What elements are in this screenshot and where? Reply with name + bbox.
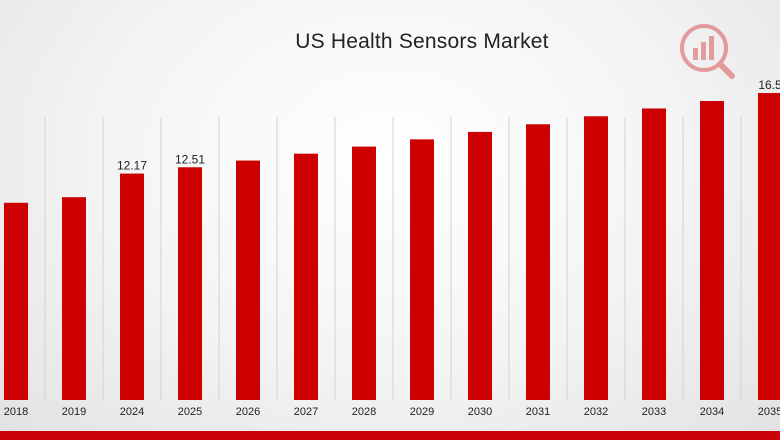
- chart-title: US Health Sensors Market: [295, 30, 549, 53]
- x-tick-label: 2035: [758, 406, 780, 418]
- bottom-band: [0, 431, 780, 440]
- grid-lines: [44, 117, 742, 400]
- x-tick-label: 2027: [294, 406, 318, 418]
- x-tick-label: 2029: [410, 406, 434, 418]
- data-label: 16.5: [758, 78, 780, 92]
- bars: [4, 93, 780, 401]
- bar-2032: [584, 116, 608, 401]
- bar-2029: [410, 139, 434, 401]
- x-tick-label: 2032: [584, 406, 608, 418]
- x-tick-label: 2034: [700, 406, 724, 418]
- bar-2028: [352, 146, 376, 400]
- x-tick-label: 2031: [526, 406, 550, 418]
- bar-2027: [294, 153, 318, 400]
- market-research-logo-icon: [680, 24, 735, 79]
- x-axis-ticks: 2018 2019 2024 2025 2026 2027 2028 2029 2030 2031…: [4, 406, 780, 418]
- x-tick-label: 2028: [352, 406, 376, 418]
- x-tick-label: 2033: [642, 406, 666, 418]
- bar-2034: [700, 101, 724, 400]
- bar-2031: [526, 124, 550, 401]
- bar-2030: [468, 131, 492, 400]
- x-tick-label: 2024: [120, 406, 144, 418]
- data-labels: 12.17 12.51 16.5: [117, 78, 780, 173]
- bar-2033: [642, 108, 666, 400]
- bar-2026: [236, 160, 260, 400]
- bar-2018: [4, 202, 28, 400]
- bar-2035: [758, 93, 780, 400]
- x-tick-label: 2018: [4, 406, 28, 418]
- bar-2024: [120, 173, 144, 400]
- x-tick-label: 2026: [236, 406, 260, 418]
- bar-2019: [62, 197, 86, 400]
- x-tick-label: 2030: [468, 406, 492, 418]
- data-label: 12.51: [175, 152, 205, 166]
- data-label: 12.17: [117, 159, 147, 173]
- x-tick-label: 2025: [178, 406, 202, 418]
- bar-2025: [178, 167, 202, 400]
- x-tick-label: 2019: [62, 406, 86, 418]
